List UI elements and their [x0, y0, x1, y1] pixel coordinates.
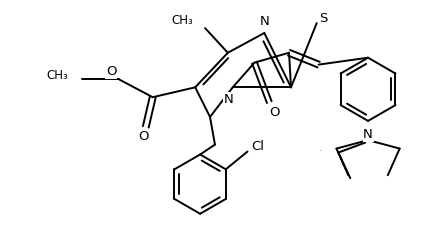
Text: N: N [320, 150, 321, 151]
Text: N: N [260, 15, 269, 28]
Text: Cl: Cl [251, 140, 264, 153]
Text: CH₃: CH₃ [171, 14, 193, 27]
Text: O: O [138, 130, 149, 143]
Text: N: N [224, 93, 234, 106]
Text: O: O [106, 65, 116, 78]
Text: S: S [319, 12, 328, 25]
Text: CH₃: CH₃ [46, 69, 68, 82]
Text: O: O [269, 106, 279, 118]
Text: N: N [363, 128, 373, 141]
